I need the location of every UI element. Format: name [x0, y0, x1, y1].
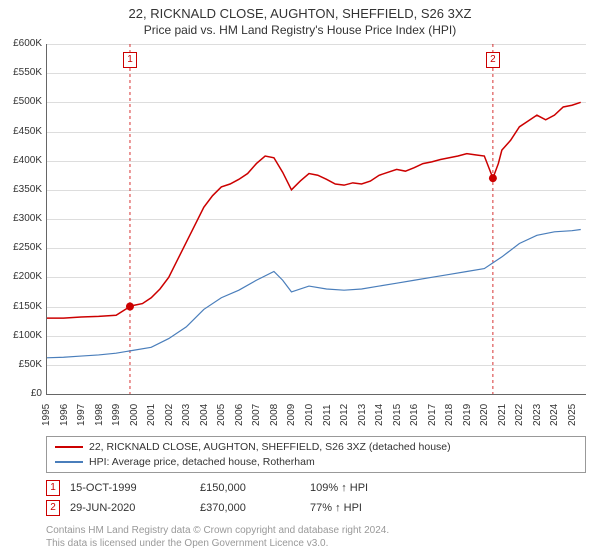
y-axis-label: £150K: [2, 301, 42, 312]
x-axis-label: 2009: [286, 404, 297, 426]
x-axis-label: 2002: [164, 404, 175, 426]
chart-plot-area: £0£50K£100K£150K£200K£250K£300K£350K£400…: [46, 44, 586, 394]
x-axis-label: 2015: [392, 404, 403, 426]
sale-vs-hpi: 109% ↑ HPI: [310, 482, 368, 494]
x-axis-label: 2020: [479, 404, 490, 426]
series-line-hpi: [46, 230, 581, 358]
y-axis-label: £450K: [2, 126, 42, 137]
footer-line1: Contains HM Land Registry data © Crown c…: [46, 524, 389, 537]
x-axis-label: 2010: [304, 404, 315, 426]
x-axis-label: 2006: [234, 404, 245, 426]
sale-price: £150,000: [200, 482, 310, 494]
x-axis-label: 2003: [181, 404, 192, 426]
x-axis-label: 2014: [374, 404, 385, 426]
legend-swatch-hpi: [55, 461, 83, 463]
x-axis-label: 1998: [94, 404, 105, 426]
x-axis-label: 2016: [409, 404, 420, 426]
sale-row-marker: 1: [46, 480, 60, 496]
x-axis-label: 1995: [41, 404, 52, 426]
y-axis-label: £250K: [2, 242, 42, 253]
x-axis-label: 2023: [532, 404, 543, 426]
legend-item-property: 22, RICKNALD CLOSE, AUGHTON, SHEFFIELD, …: [55, 441, 577, 453]
x-axis-label: 2022: [514, 404, 525, 426]
y-axis-label: £400K: [2, 155, 42, 166]
x-axis-label: 2000: [129, 404, 140, 426]
legend-item-hpi: HPI: Average price, detached house, Roth…: [55, 456, 577, 468]
x-axis-label: 2025: [567, 404, 578, 426]
y-axis-label: £100K: [2, 330, 42, 341]
x-axis-label: 2017: [427, 404, 438, 426]
y-axis-label: £500K: [2, 96, 42, 107]
sale-marker-flag: 2: [486, 52, 500, 68]
y-axis-label: £200K: [2, 271, 42, 282]
x-axis-label: 2011: [322, 404, 333, 426]
x-axis-label: 2001: [146, 404, 157, 426]
x-axis-label: 2008: [269, 404, 280, 426]
y-axis-label: £550K: [2, 67, 42, 78]
footer-attribution: Contains HM Land Registry data © Crown c…: [46, 524, 389, 550]
y-axis-label: £300K: [2, 213, 42, 224]
x-axis-label: 2013: [357, 404, 368, 426]
chart-title: 22, RICKNALD CLOSE, AUGHTON, SHEFFIELD, …: [0, 0, 600, 21]
series-line-property: [46, 102, 581, 318]
sale-date: 29-JUN-2020: [70, 502, 200, 514]
x-axis-label: 2021: [497, 404, 508, 426]
sale-date: 15-OCT-1999: [70, 482, 200, 494]
footer-line2: This data is licensed under the Open Gov…: [46, 537, 389, 550]
legend: 22, RICKNALD CLOSE, AUGHTON, SHEFFIELD, …: [46, 436, 586, 473]
sale-price: £370,000: [200, 502, 310, 514]
x-axis-label: 2018: [444, 404, 455, 426]
y-axis-label: £600K: [2, 38, 42, 49]
y-axis-label: £50K: [2, 359, 42, 370]
sale-marker-dot: [126, 303, 134, 311]
x-axis-label: 1997: [76, 404, 87, 426]
legend-label-hpi: HPI: Average price, detached house, Roth…: [89, 456, 315, 468]
sale-row-marker: 2: [46, 500, 60, 516]
sale-vs-hpi: 77% ↑ HPI: [310, 502, 362, 514]
chart-subtitle: Price paid vs. HM Land Registry's House …: [0, 21, 600, 37]
legend-swatch-property: [55, 446, 83, 448]
legend-label-property: 22, RICKNALD CLOSE, AUGHTON, SHEFFIELD, …: [89, 441, 451, 453]
x-axis-label: 2024: [549, 404, 560, 426]
sale-marker-flag: 1: [123, 52, 137, 68]
sale-row: 1 15-OCT-1999£150,000109% ↑ HPI: [46, 480, 586, 496]
sale-row: 2 29-JUN-2020£370,00077% ↑ HPI: [46, 500, 586, 516]
x-axis-label: 1999: [111, 404, 122, 426]
x-axis-label: 1996: [59, 404, 70, 426]
x-axis-label: 2005: [216, 404, 227, 426]
sale-marker-dot: [489, 174, 497, 182]
x-axis-label: 2004: [199, 404, 210, 426]
y-axis-label: £0: [2, 388, 42, 399]
x-axis-label: 2007: [251, 404, 262, 426]
y-axis-label: £350K: [2, 184, 42, 195]
x-axis-label: 2019: [462, 404, 473, 426]
x-axis-label: 2012: [339, 404, 350, 426]
